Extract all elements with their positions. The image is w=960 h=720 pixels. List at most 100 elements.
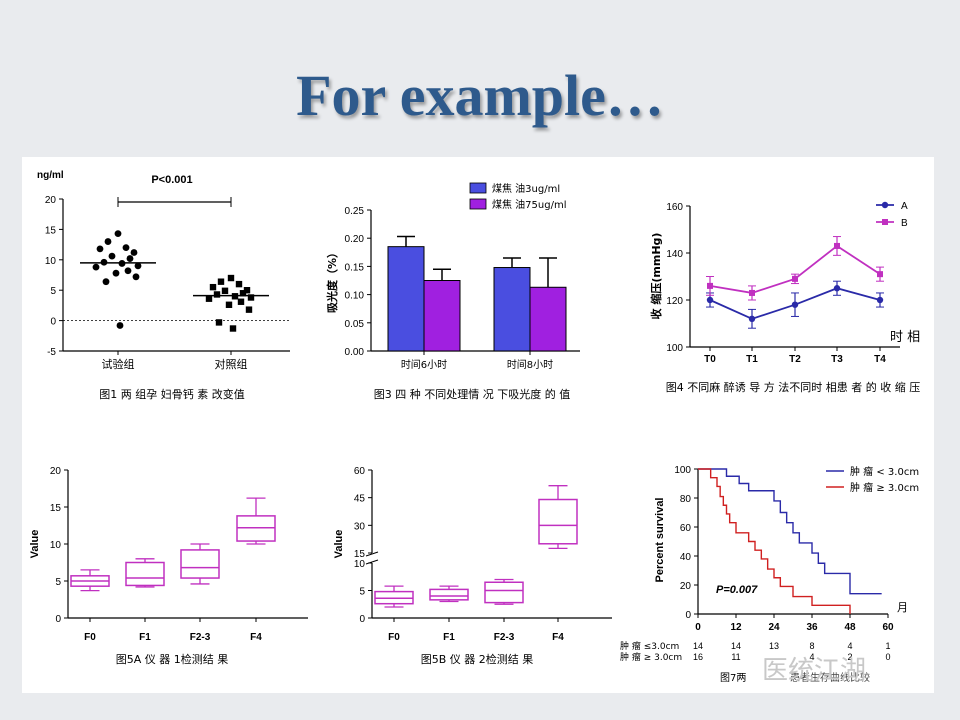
x-tick-label: 0 xyxy=(695,622,701,633)
risk-table-value: 8 xyxy=(809,641,814,651)
figure-caption: 图4 不同麻 醉诱 导 方 法不同时 相患 者 的 收 缩 压 xyxy=(666,380,920,394)
y-tick-label: 0 xyxy=(685,610,691,621)
data-point xyxy=(247,294,255,301)
legend-swatch xyxy=(469,182,487,194)
slide-title: For example… xyxy=(296,63,664,128)
y-tick-label: 0 xyxy=(55,614,61,625)
risk-table-value: 13 xyxy=(769,641,779,651)
axis-break-mark xyxy=(365,551,379,557)
y-axis-label: ng/ml xyxy=(37,170,64,181)
risk-table-label: 肿 瘤 ≥ 3.0cm xyxy=(620,651,682,663)
y-tick-label: 10 xyxy=(45,256,57,267)
risk-table-value: 11 xyxy=(731,652,740,662)
box xyxy=(125,561,165,587)
data-point xyxy=(104,238,112,245)
y-tick-label: 20 xyxy=(680,581,692,592)
data-point xyxy=(132,273,140,281)
y-tick-label: 15 xyxy=(45,225,57,236)
y-axis-label: Value xyxy=(29,530,41,559)
data-point xyxy=(205,295,213,302)
data-point xyxy=(112,269,120,277)
y-tick-label: 15 xyxy=(50,503,62,514)
data-point xyxy=(108,252,116,260)
data-point xyxy=(876,296,884,304)
figure-caption-tail: 患者生存曲线比较 xyxy=(790,671,870,684)
data-point xyxy=(225,301,233,308)
chart-fig4: 100 120 140 160 收 缩压(mmHg) 时 相 T0 T1 T2 T3 T4 AB 图4 … xyxy=(649,201,920,394)
x-tick-label: 试验组 xyxy=(102,357,135,371)
x-tick-label: 对照组 xyxy=(215,357,248,371)
y-axis-label: Percent survival xyxy=(654,498,666,583)
y-tick-label: 10 xyxy=(354,559,366,570)
risk-table-value: 14 xyxy=(731,641,741,651)
y-tick-label: 100 xyxy=(674,465,691,476)
x-tick-label: T2 xyxy=(789,354,801,365)
y-tick-label: 15 xyxy=(354,549,366,560)
legend-label: A xyxy=(901,201,908,212)
y-tick-label: 0 xyxy=(359,614,365,625)
data-point xyxy=(243,287,251,294)
y-tick-label: 5 xyxy=(50,286,56,297)
data-point xyxy=(215,319,223,326)
risk-table-value: 4 xyxy=(809,652,814,662)
x-axis-label: 时 相 xyxy=(890,330,920,345)
risk-table-value: 16 xyxy=(693,652,703,662)
y-tick-label: 45 xyxy=(354,494,366,505)
x-tick-label: F4 xyxy=(552,632,564,643)
survival-curve xyxy=(698,468,851,614)
y-tick-label: 0.25 xyxy=(345,206,365,217)
x-axis-label: 月 xyxy=(897,601,908,614)
x-tick-label: 36 xyxy=(806,622,818,633)
series-line xyxy=(709,244,881,294)
legend-label: 肿 瘤 ≥ 3.0cm xyxy=(850,481,919,494)
data-point xyxy=(229,325,237,332)
x-tick-label: 48 xyxy=(844,622,856,633)
y-tick-label: 120 xyxy=(666,296,683,307)
y-tick-label: 60 xyxy=(680,523,692,534)
data-point xyxy=(126,255,134,262)
y-tick-label: 5 xyxy=(359,587,365,598)
risk-table-value: 1 xyxy=(885,641,890,651)
figure-caption: 图7两 xyxy=(720,672,746,684)
risk-table-value: 4 xyxy=(847,641,852,651)
data-point xyxy=(102,278,110,286)
y-tick-label: 0 xyxy=(50,317,56,328)
box xyxy=(484,581,524,604)
data-point xyxy=(221,287,229,295)
y-tick-label: 0.05 xyxy=(345,319,365,330)
y-tick-label: 20 xyxy=(50,466,62,477)
x-tick-label: 时间6小时 xyxy=(401,358,447,371)
data-point xyxy=(237,298,245,305)
x-tick-label: T4 xyxy=(874,354,886,365)
bar xyxy=(423,280,461,352)
y-tick-label: 10 xyxy=(50,540,62,551)
data-point xyxy=(235,280,243,288)
data-point xyxy=(122,244,130,252)
annotation-pvalue: P=0.007 xyxy=(716,584,758,596)
y-tick-label: 160 xyxy=(666,202,683,213)
box xyxy=(429,588,469,601)
risk-table-value: 14 xyxy=(693,641,703,651)
data-point xyxy=(116,322,124,329)
data-point xyxy=(877,271,883,278)
data-point xyxy=(96,245,104,253)
y-tick-label: 0.00 xyxy=(345,347,365,358)
box xyxy=(538,498,578,545)
x-tick-label: F0 xyxy=(84,632,96,643)
data-point xyxy=(124,267,132,275)
legend-swatch xyxy=(469,198,487,210)
data-point xyxy=(749,289,755,296)
data-point xyxy=(833,285,841,292)
legend-marker xyxy=(881,201,889,209)
y-tick-label: 5 xyxy=(55,577,61,588)
data-point xyxy=(227,274,235,282)
x-tick-label: T1 xyxy=(746,354,758,365)
y-tick-label: 100 xyxy=(666,343,683,354)
annotation-pvalue: P<0.001 xyxy=(151,174,192,186)
legend-label: 肿 瘤 < 3.0cm xyxy=(850,465,919,478)
data-point xyxy=(792,275,798,282)
figure-caption: 图3 四 种 不同处理情 况 下吸光度 的 值 xyxy=(374,387,570,401)
legend-marker xyxy=(882,219,888,225)
y-tick-label: 0.10 xyxy=(345,291,365,302)
